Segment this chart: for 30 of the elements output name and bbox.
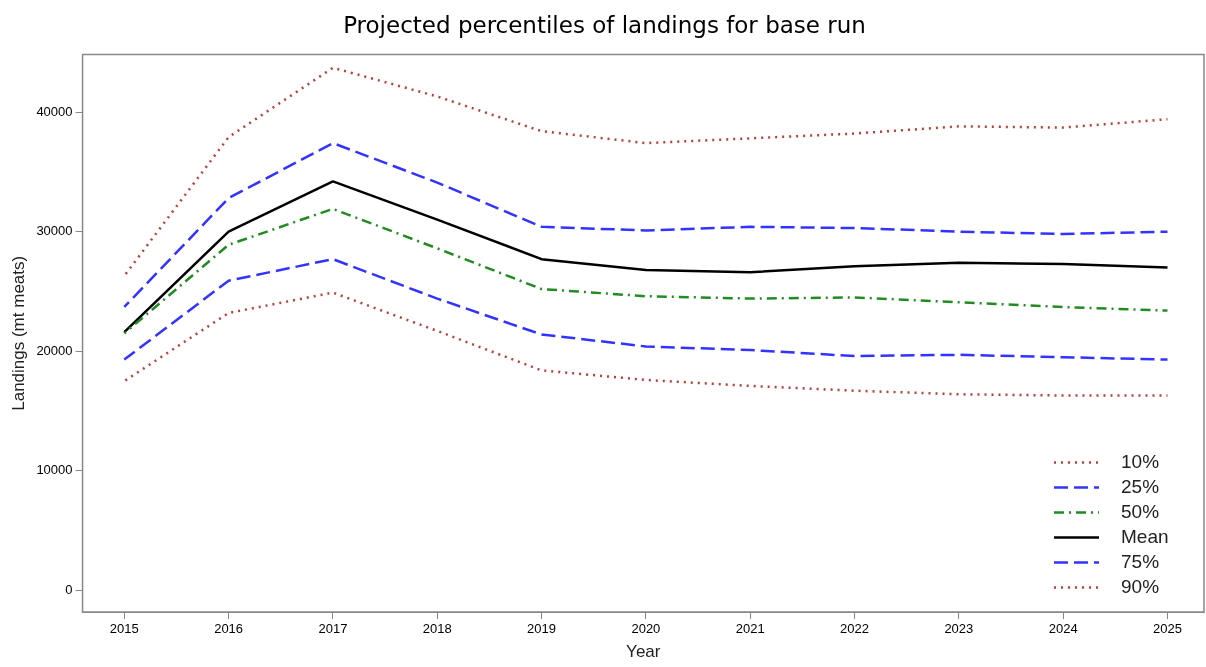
y-tick-label: 20000 bbox=[36, 342, 73, 358]
x-tick-label: 2020 bbox=[631, 621, 661, 637]
y-tick-label: 0 bbox=[65, 582, 73, 598]
line-series bbox=[123, 257, 1169, 361]
x-tick-label: 2017 bbox=[318, 621, 348, 637]
x-tick-label: 2018 bbox=[422, 621, 452, 637]
legend-label: Mean bbox=[1121, 525, 1169, 547]
legend-label: 25% bbox=[1121, 475, 1160, 497]
x-tick-label: 2025 bbox=[1153, 621, 1182, 637]
y-axis-title: Landings (mt meats) bbox=[8, 255, 28, 411]
legend-label: 75% bbox=[1121, 550, 1160, 572]
x-tick-label: 2021 bbox=[735, 621, 765, 637]
line-series bbox=[123, 141, 1169, 309]
x-tick-label: 2019 bbox=[527, 621, 557, 637]
y-tick-label: 40000 bbox=[36, 103, 73, 119]
line-series bbox=[123, 66, 1169, 278]
line-series bbox=[123, 207, 1169, 335]
x-tick-label: 2016 bbox=[214, 621, 244, 637]
line-series bbox=[123, 291, 1169, 397]
x-tick-label: 2023 bbox=[944, 621, 974, 637]
x-tick-label: 2024 bbox=[1048, 621, 1078, 637]
y-tick-label: 10000 bbox=[36, 462, 73, 478]
y-tick-label: 30000 bbox=[36, 223, 73, 239]
x-tick-label: 2015 bbox=[109, 621, 139, 637]
legend-label: 10% bbox=[1121, 450, 1160, 472]
x-axis-title: Year bbox=[626, 642, 661, 662]
legend-label: 90% bbox=[1121, 575, 1160, 597]
legend-label: 50% bbox=[1121, 500, 1160, 522]
x-tick-label: 2022 bbox=[840, 621, 869, 637]
chart-title: Projected percentiles of landings for base run bbox=[343, 11, 866, 38]
